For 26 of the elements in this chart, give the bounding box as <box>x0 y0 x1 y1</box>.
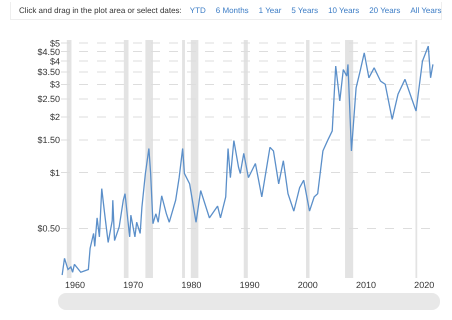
text: Click and drag in the plot area or select dates: <box>19 6 182 15</box>
x-tick-label: 1970 <box>123 280 144 290</box>
text: 5 Years <box>291 6 318 15</box>
y-tick-label: $2 <box>50 112 60 122</box>
text: 1 Year <box>258 6 282 15</box>
x-tick-label: 1980 <box>181 280 202 290</box>
text: 6 Months <box>216 6 249 15</box>
y-tick-label: $1 <box>50 168 60 178</box>
y-tick-label: $4 <box>50 56 60 66</box>
y-tick-label: $1.50 <box>37 135 60 146</box>
y-tick-label: $5 <box>50 38 60 48</box>
x-tick-label: 2000 <box>298 280 318 290</box>
y-tick-label: $4.50 <box>37 46 60 57</box>
text: All Years <box>410 6 442 15</box>
x-tick-label: 2010 <box>356 280 376 290</box>
y-tick-label: $3.50 <box>37 67 60 77</box>
y-tick-label: $0.50 <box>37 224 60 234</box>
line-series <box>62 45 434 276</box>
text: 20 Years <box>369 6 400 15</box>
x-tick-label: 2020 <box>414 280 434 290</box>
text: 10 Years <box>328 6 360 15</box>
y-tick-label: $3 <box>50 79 60 90</box>
x-tick-label: 1990 <box>240 280 260 290</box>
x-tick-label: 1960 <box>64 280 85 290</box>
y-tick-label: $2.50 <box>37 94 60 104</box>
text: YTD <box>190 6 206 15</box>
